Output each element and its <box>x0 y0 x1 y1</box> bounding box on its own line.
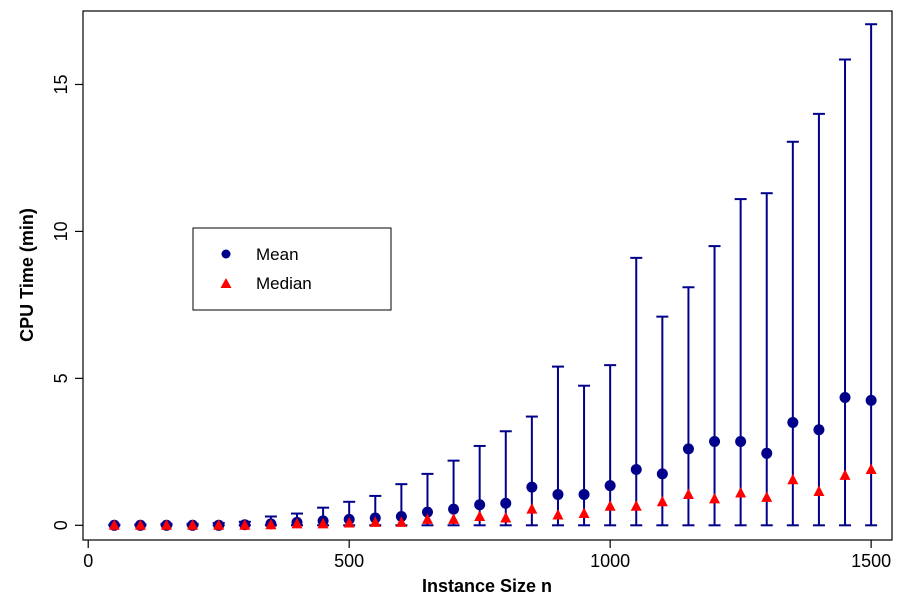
median-point-26 <box>787 473 799 485</box>
legend: Mean Median <box>192 227 392 311</box>
mean-point-14 <box>474 499 486 511</box>
legend-mean-label: Mean <box>256 245 299 264</box>
median-point-1 <box>134 519 146 530</box>
error-bar-27 <box>812 112 825 527</box>
median-point-15 <box>500 511 512 523</box>
error-bar-28 <box>839 58 852 527</box>
error-bar-23 <box>708 245 721 527</box>
error-bar-18 <box>578 384 591 527</box>
mean-point-25 <box>761 447 773 459</box>
mean-point-18 <box>578 488 590 500</box>
median-point-4 <box>213 519 225 530</box>
error-bar-15 <box>499 430 512 527</box>
median-point-3 <box>187 519 199 530</box>
median-point-10 <box>369 516 381 527</box>
mean-series <box>108 391 877 531</box>
legend-median-label: Median <box>256 274 312 293</box>
x-tick-label-2: 1000 <box>590 551 630 571</box>
error-bar-21 <box>656 315 669 527</box>
median-point-16 <box>526 503 538 514</box>
legend-box <box>192 227 392 311</box>
median-point-12 <box>421 513 433 524</box>
mean-point-28 <box>839 391 851 403</box>
mean-point-13 <box>448 503 460 515</box>
mean-point-27 <box>813 424 825 436</box>
y-tick-label-1: 5 <box>51 373 71 383</box>
legend-mean-marker <box>221 249 231 259</box>
median-point-28 <box>839 469 851 480</box>
mean-point-17 <box>552 488 564 500</box>
median-point-11 <box>395 516 407 527</box>
median-series <box>108 463 877 530</box>
median-point-25 <box>761 491 773 502</box>
median-point-23 <box>709 492 721 504</box>
mean-point-26 <box>787 416 799 428</box>
plot-frame <box>82 10 893 541</box>
error-bar-24 <box>734 198 747 527</box>
x-tick-label-3: 1500 <box>851 551 891 571</box>
mean-point-23 <box>709 436 721 448</box>
y-tick-label-2: 10 <box>51 221 71 241</box>
median-point-18 <box>578 507 590 519</box>
median-point-29 <box>865 463 877 474</box>
mean-point-24 <box>735 436 747 448</box>
x-axis-title: Instance Size n <box>422 576 552 596</box>
median-point-2 <box>161 519 173 530</box>
median-point-20 <box>630 500 642 511</box>
mean-point-20 <box>630 463 642 475</box>
median-point-24 <box>735 486 747 498</box>
median-point-14 <box>474 510 486 521</box>
y-tick-label-3: 15 <box>51 74 71 94</box>
median-point-13 <box>448 513 460 524</box>
mean-point-12 <box>421 506 433 518</box>
mean-point-29 <box>865 394 877 406</box>
error-bar-26 <box>786 140 799 527</box>
error-bar-22 <box>682 286 695 527</box>
error-bar-19 <box>604 364 617 527</box>
median-point-8 <box>317 517 329 529</box>
median-point-5 <box>239 519 251 530</box>
y-axis-title: CPU Time (min) <box>17 208 37 342</box>
median-point-0 <box>108 519 120 530</box>
median-point-7 <box>291 517 303 529</box>
mean-point-15 <box>500 497 512 509</box>
median-point-27 <box>813 485 825 497</box>
median-point-9 <box>343 516 355 528</box>
median-point-6 <box>265 518 277 530</box>
mean-point-22 <box>682 443 694 455</box>
x-axis: 0 500 1000 1500 <box>83 540 891 571</box>
median-point-21 <box>656 495 668 507</box>
mean-point-21 <box>656 468 668 480</box>
median-point-19 <box>604 500 616 511</box>
mean-point-19 <box>604 480 616 492</box>
median-point-17 <box>552 509 564 520</box>
y-tick-label-0: 0 <box>51 520 71 530</box>
x-tick-label-1: 500 <box>334 551 364 571</box>
x-tick-label-0: 0 <box>83 551 93 571</box>
error-bar-25 <box>760 192 773 527</box>
y-axis: 0 5 10 15 <box>51 74 83 530</box>
error-bar-20 <box>630 256 643 527</box>
error-bar-17 <box>551 365 564 527</box>
median-point-22 <box>682 488 694 499</box>
legend-median-marker <box>220 278 232 288</box>
error-bar-29 <box>865 23 878 527</box>
mean-point-16 <box>526 481 538 493</box>
